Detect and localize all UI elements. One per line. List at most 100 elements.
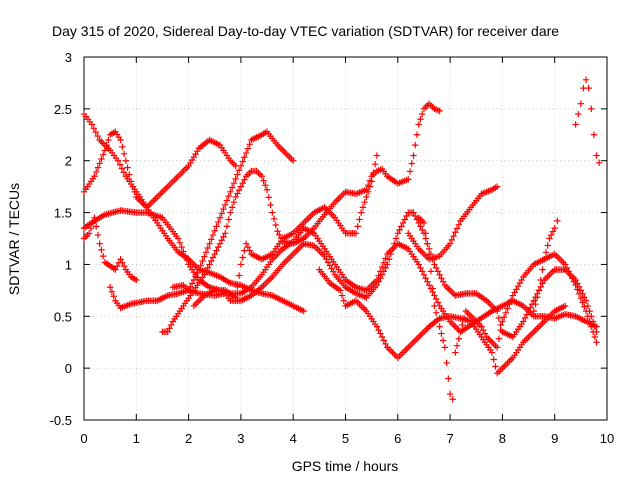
data-point [581,294,588,301]
data-point [340,297,347,304]
data-point [417,116,424,123]
data-point [192,273,199,280]
data-point [535,287,543,294]
data-point [373,152,381,159]
data-point [361,199,368,206]
data-point [492,363,499,370]
data-point [194,269,201,277]
data-point [448,236,456,244]
data-point [204,264,211,272]
data-point [176,239,184,247]
data-point [124,164,131,171]
series-track-k [405,183,501,263]
data-point [434,268,442,275]
x-tick-label: 3 [237,431,244,446]
x-tick-label: 1 [133,431,140,446]
data-point [92,128,99,136]
data-point [223,223,231,230]
data-point [216,240,224,247]
data-point [237,183,245,190]
data-point [481,330,489,337]
data-point [582,307,590,315]
data-point [228,204,236,211]
data-point [216,214,224,221]
data-point [244,243,252,251]
data-point [452,349,459,356]
x-tick-label: 5 [342,431,349,446]
data-point [237,261,245,268]
data-point [208,236,215,243]
y-axis-label: SDTVAR / TECUs [6,183,22,295]
data-point [133,276,140,284]
data-point [577,100,585,107]
data-point [392,235,400,242]
data-point [206,240,213,247]
data-point [103,141,110,149]
data-point [478,323,485,330]
data-point [443,359,450,367]
data-point [167,321,175,329]
data-point [480,326,487,334]
data-point [118,165,126,172]
data-point [105,136,112,144]
data-point [246,247,253,254]
data-point [338,292,346,299]
data-point [396,226,403,234]
data-point [101,147,109,154]
data-point [190,276,198,284]
data-point [422,275,429,282]
data-point [110,293,117,300]
data-point [114,157,122,164]
data-point [431,302,438,310]
data-point [584,313,592,320]
data-point [577,294,585,302]
data-point [493,307,501,315]
data-point [497,326,504,334]
data-point [260,177,267,184]
data-point [222,201,229,208]
data-point [129,183,137,190]
data-point [446,390,454,398]
data-point [88,121,96,128]
data-point [94,231,102,239]
y-tick-label: 1 [65,257,72,272]
x-tick-label: 2 [185,431,192,446]
data-point [380,268,388,275]
data-point [593,339,600,346]
series-track-m [572,76,603,166]
data-point [234,190,241,197]
data-point [537,283,544,291]
data-point [239,254,246,261]
data-point [378,333,386,341]
series-track-g [169,128,297,294]
data-point [382,340,389,348]
data-point [164,328,171,336]
data-point [119,259,126,266]
data-point [364,188,372,196]
data-point [380,259,388,266]
data-point [500,313,508,321]
data-point [98,246,105,254]
data-point [235,167,243,174]
data-point [579,299,586,306]
data-point [577,287,585,294]
data-point [417,264,424,272]
data-point [574,286,581,293]
data-point [218,237,225,244]
data-point [561,261,569,268]
data-point [108,288,116,295]
data-point [527,304,534,311]
data-point [450,232,457,240]
data-point [582,76,590,84]
x-tick-label: 7 [446,431,453,446]
data-point [126,171,133,178]
data-point [211,250,218,258]
data-point [384,261,391,268]
data-point [116,161,124,168]
data-point [595,159,603,166]
data-point [495,314,503,322]
data-point [537,276,544,284]
data-point [502,309,510,317]
data-point [520,318,527,325]
data-point [90,125,98,132]
